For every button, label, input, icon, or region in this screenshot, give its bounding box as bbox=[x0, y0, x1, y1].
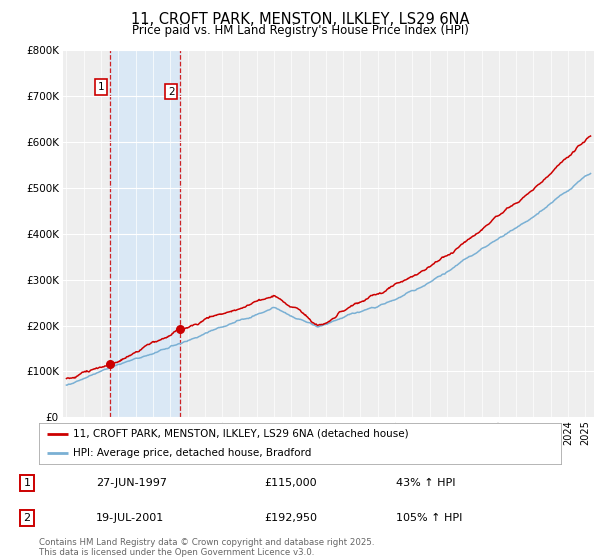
Text: 105% ↑ HPI: 105% ↑ HPI bbox=[396, 513, 463, 523]
Text: 27-JUN-1997: 27-JUN-1997 bbox=[96, 478, 167, 488]
Text: 11, CROFT PARK, MENSTON, ILKLEY, LS29 6NA (detached house): 11, CROFT PARK, MENSTON, ILKLEY, LS29 6N… bbox=[73, 429, 409, 439]
Text: Price paid vs. HM Land Registry's House Price Index (HPI): Price paid vs. HM Land Registry's House … bbox=[131, 24, 469, 36]
Text: £115,000: £115,000 bbox=[264, 478, 317, 488]
Text: 19-JUL-2001: 19-JUL-2001 bbox=[96, 513, 164, 523]
Text: 1: 1 bbox=[98, 82, 104, 92]
Text: 11, CROFT PARK, MENSTON, ILKLEY, LS29 6NA: 11, CROFT PARK, MENSTON, ILKLEY, LS29 6N… bbox=[131, 12, 469, 27]
Text: Contains HM Land Registry data © Crown copyright and database right 2025.
This d: Contains HM Land Registry data © Crown c… bbox=[39, 538, 374, 557]
Text: £192,950: £192,950 bbox=[264, 513, 317, 523]
Text: 1: 1 bbox=[23, 478, 31, 488]
Bar bbox=[110, 50, 180, 417]
Text: 2: 2 bbox=[168, 87, 175, 97]
Text: HPI: Average price, detached house, Bradford: HPI: Average price, detached house, Brad… bbox=[73, 448, 311, 458]
Text: 43% ↑ HPI: 43% ↑ HPI bbox=[396, 478, 455, 488]
Text: 2: 2 bbox=[23, 513, 31, 523]
